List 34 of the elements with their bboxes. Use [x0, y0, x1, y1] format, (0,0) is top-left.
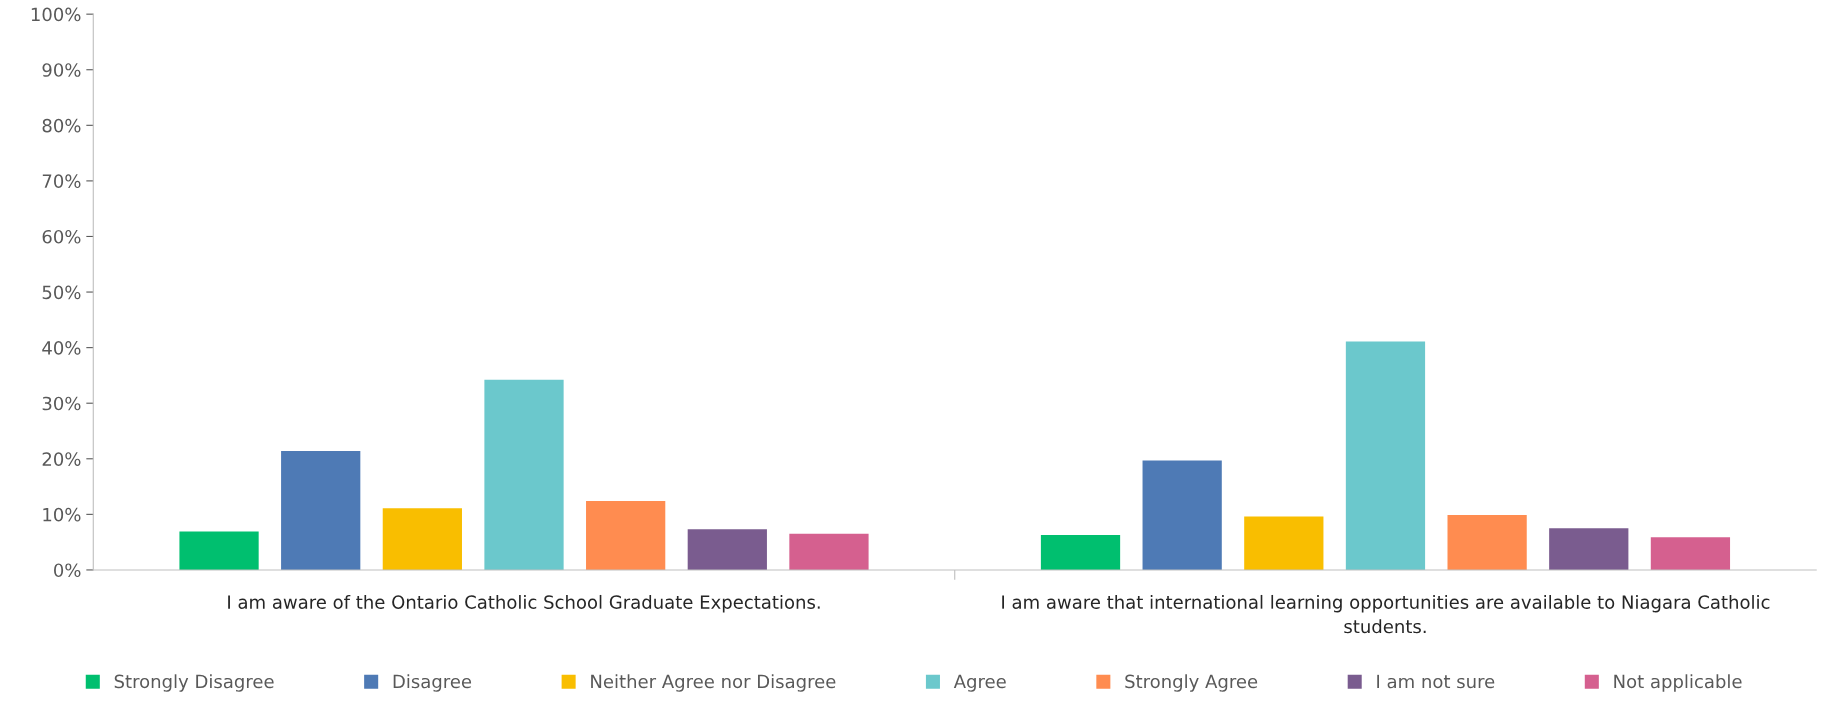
y-tick-label: 60%	[42, 229, 81, 244]
bar	[1142, 460, 1222, 570]
bar	[1040, 534, 1121, 570]
bar	[179, 531, 259, 570]
y-tick-label: 90%	[42, 63, 81, 77]
bar	[382, 508, 462, 570]
y-tick-label: 50%	[42, 285, 81, 300]
y-tick-label: 30%	[42, 396, 81, 411]
bar	[1447, 514, 1527, 570]
bar	[789, 533, 869, 570]
bar	[586, 501, 666, 570]
y-tick-label: 0%	[54, 563, 81, 578]
x-tick-label: I am aware of the Ontario Catholic School Graduate Expectations.	[228, 594, 820, 613]
legend-label: Strongly Disagree	[114, 674, 274, 692]
legend-label: Agree	[953, 674, 1006, 692]
legend-label: I am not sure	[1377, 674, 1495, 689]
bar	[1650, 537, 1731, 570]
y-tick-label: 40%	[42, 341, 81, 355]
y-tick-label: 20%	[42, 452, 81, 466]
y-tick-label: 100%	[31, 7, 81, 22]
legend-label: Neither Agree nor Disagree	[591, 674, 836, 692]
bar	[281, 451, 361, 570]
legend-label: Strongly Agree	[1125, 674, 1258, 692]
bar	[1345, 341, 1426, 570]
bar	[484, 379, 564, 570]
x-tick-label: I am aware that international learning opportunities are available to Niagara Catholic students.	[1002, 594, 1770, 634]
bar	[1549, 528, 1629, 570]
bar	[687, 529, 767, 570]
y-tick-label: 80%	[42, 118, 81, 133]
legend-label: Not applicable	[1614, 674, 1742, 692]
y-tick-label: 10%	[43, 507, 81, 522]
bar	[1244, 516, 1324, 570]
legend-label: Disagree	[393, 674, 472, 692]
y-tick-label: 70%	[42, 174, 81, 189]
